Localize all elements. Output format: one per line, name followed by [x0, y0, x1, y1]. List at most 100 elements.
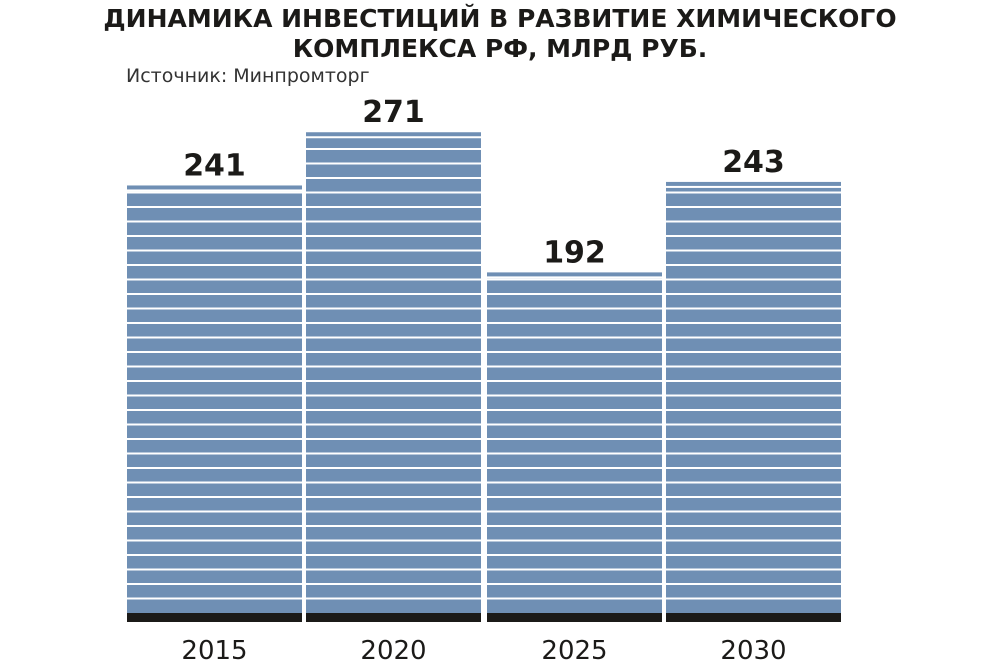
bar-stripe	[487, 510, 662, 513]
value-label-2020: 271	[362, 95, 425, 130]
baseline-segment	[487, 613, 662, 622]
bar-stripe	[666, 510, 841, 513]
baseline-segment	[127, 613, 302, 622]
bar-stripe	[306, 597, 481, 600]
bar-stripe	[666, 264, 841, 266]
bar-stripe	[487, 322, 662, 324]
bar-stripe	[666, 481, 841, 484]
bar-group-2015: 241 2015	[127, 148, 302, 666]
bar-stripe	[306, 278, 481, 281]
bar-stripe	[666, 539, 841, 542]
bar-stripe	[306, 467, 481, 469]
bar-stripe	[666, 423, 841, 426]
bar-stripe	[306, 554, 481, 556]
bar-2020	[306, 132, 481, 613]
bar-stripe	[306, 322, 481, 324]
bar-stripe	[127, 481, 302, 484]
bar-stripe	[127, 539, 302, 542]
bar-stripe	[127, 365, 302, 368]
bar-stripe	[666, 278, 841, 281]
bar-stripe	[306, 568, 481, 571]
bar-stripe	[306, 539, 481, 542]
category-label-2030: 2030	[720, 636, 786, 666]
bar-stripe	[487, 276, 662, 279]
bar-stripe	[487, 293, 662, 295]
bar-stripe	[127, 467, 302, 469]
bar-stripe	[306, 136, 481, 139]
bar-stripe	[127, 336, 302, 339]
bar-stripe	[127, 438, 302, 440]
value-label-2015: 241	[183, 148, 246, 183]
bar-stripe	[127, 293, 302, 295]
bar-stripe	[127, 409, 302, 411]
bar-stripe	[487, 525, 662, 527]
bar-stripe	[127, 380, 302, 382]
bar-stripe	[487, 597, 662, 600]
value-label-2025: 192	[543, 235, 606, 270]
bar-stripe	[487, 583, 662, 585]
bar-stripe	[127, 191, 302, 194]
bar-stripe	[127, 423, 302, 426]
bar-stripe	[306, 365, 481, 368]
bar-stripe	[127, 452, 302, 455]
bar-stripe	[306, 293, 481, 295]
category-label-2025: 2025	[541, 636, 607, 666]
bar-stripe	[306, 496, 481, 498]
bar-stripe	[127, 235, 302, 237]
bar-stripe	[127, 189, 302, 192]
bar-stripe	[487, 380, 662, 382]
bar-stripe	[306, 510, 481, 513]
bar-stripe	[306, 394, 481, 397]
bar-stripe	[127, 597, 302, 600]
bar-stripe	[487, 307, 662, 310]
bar-stripe	[127, 583, 302, 585]
bar-stripe	[666, 235, 841, 237]
bar-2025	[487, 272, 662, 613]
bar-stripe	[306, 336, 481, 339]
bar-stripe	[487, 409, 662, 411]
bar-group-2030: 243 2030	[666, 145, 841, 666]
bar-stripe	[487, 481, 662, 484]
bar-stripe	[666, 380, 841, 382]
category-label-2020: 2020	[360, 636, 426, 666]
bar-stripe	[127, 525, 302, 527]
baseline-segment	[306, 613, 481, 622]
bar-stripe	[127, 206, 302, 208]
bar-stripe	[666, 336, 841, 339]
bar-stripe	[666, 438, 841, 440]
bar-stripe	[487, 336, 662, 339]
bar-stripe	[666, 307, 841, 310]
bar-stripe	[127, 249, 302, 252]
bar-stripe	[306, 351, 481, 353]
bar-stripe	[306, 264, 481, 266]
bar-stripe	[487, 423, 662, 426]
bar-stripe	[127, 510, 302, 513]
bar-stripe	[666, 467, 841, 469]
bar-stripe	[306, 206, 481, 208]
bar-stripe	[487, 452, 662, 455]
bar-stripe	[666, 365, 841, 368]
bar-stripe	[487, 568, 662, 571]
bar-stripe	[666, 554, 841, 556]
bar-stripe	[127, 496, 302, 498]
bar-stripe	[306, 220, 481, 223]
bar-stripe	[306, 249, 481, 252]
bar-stripe	[666, 206, 841, 208]
category-label-2015: 2015	[181, 636, 247, 666]
bar-stripe	[306, 235, 481, 237]
bar-stripe	[487, 438, 662, 440]
bar-stripe	[127, 307, 302, 310]
bar-stripe	[306, 380, 481, 382]
bar-group-2020: 271 2020	[306, 95, 481, 666]
bar-stripe	[127, 394, 302, 397]
bar-stripe	[666, 409, 841, 411]
bar-stripe	[306, 423, 481, 426]
bar-stripe	[127, 554, 302, 556]
bar-stripe	[666, 249, 841, 252]
bar-stripe	[666, 597, 841, 600]
bar-stripe	[127, 264, 302, 266]
bar-stripe	[127, 220, 302, 223]
bar-stripe	[306, 162, 481, 165]
bar-stripe	[666, 394, 841, 397]
chart-title: ДИНАМИКА ИНВЕСТИЦИЙ В РАЗВИТИЕ ХИМИЧЕСКО…	[0, 4, 1000, 64]
